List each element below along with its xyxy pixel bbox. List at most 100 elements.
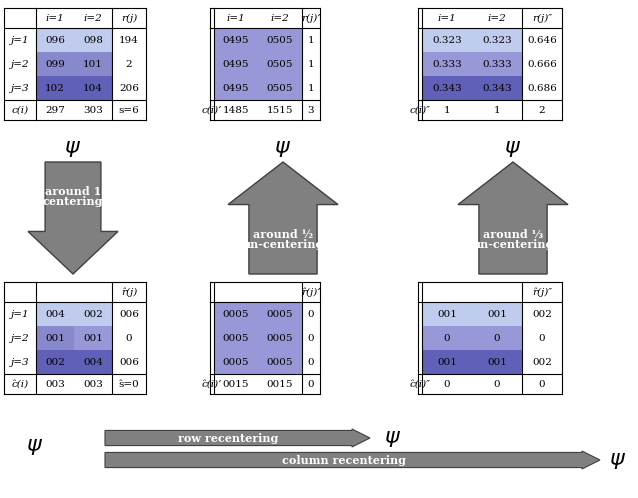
Bar — [74, 350, 112, 374]
Polygon shape — [28, 162, 118, 274]
Bar — [36, 76, 74, 100]
Text: 0: 0 — [494, 379, 500, 388]
Text: 001: 001 — [487, 309, 507, 319]
Bar — [258, 302, 302, 326]
Text: j=1: j=1 — [11, 309, 29, 319]
Bar — [36, 28, 74, 52]
Text: 1: 1 — [494, 106, 500, 115]
Text: 0: 0 — [308, 358, 315, 367]
Bar — [36, 302, 74, 326]
Text: 0: 0 — [538, 334, 545, 343]
Text: 1: 1 — [308, 35, 315, 44]
Bar — [36, 326, 74, 350]
Bar — [422, 350, 472, 374]
Polygon shape — [458, 162, 568, 274]
Bar — [422, 326, 472, 350]
Text: $\psi$: $\psi$ — [274, 137, 292, 159]
Text: 104: 104 — [83, 84, 103, 93]
Text: 0.323: 0.323 — [432, 35, 462, 44]
Text: c(i)″: c(i)″ — [410, 106, 431, 115]
Bar — [214, 350, 258, 374]
Text: un-centering: un-centering — [472, 239, 554, 250]
Text: $\psi$: $\psi$ — [385, 427, 401, 449]
Text: j=2: j=2 — [11, 334, 29, 343]
Text: r̂(j)’: r̂(j)’ — [301, 287, 321, 297]
Text: 0: 0 — [126, 334, 132, 343]
Text: 1: 1 — [308, 59, 315, 69]
Bar — [36, 350, 74, 374]
Bar — [472, 76, 522, 100]
Text: 0005: 0005 — [267, 334, 293, 343]
Text: 1485: 1485 — [223, 106, 249, 115]
Text: 0: 0 — [308, 379, 315, 388]
Bar — [258, 326, 302, 350]
Text: j=3: j=3 — [11, 358, 29, 367]
Polygon shape — [105, 429, 370, 447]
Text: 102: 102 — [45, 84, 65, 93]
Text: i=2: i=2 — [271, 13, 290, 22]
Text: 0.343: 0.343 — [482, 84, 512, 93]
Text: 1: 1 — [308, 84, 315, 93]
Text: 096: 096 — [45, 35, 65, 44]
Text: 002: 002 — [45, 358, 65, 367]
Bar — [472, 28, 522, 52]
Text: 0005: 0005 — [267, 309, 293, 319]
Text: 0495: 0495 — [223, 84, 249, 93]
Text: 101: 101 — [83, 59, 103, 69]
Bar — [74, 52, 112, 76]
Text: s=6: s=6 — [119, 106, 139, 115]
Text: r(j): r(j) — [121, 13, 137, 22]
Text: c(i)’: c(i)’ — [202, 106, 222, 115]
Bar — [422, 28, 472, 52]
Text: 0505: 0505 — [267, 35, 293, 44]
Text: 0505: 0505 — [267, 59, 293, 69]
Text: around ⅓: around ⅓ — [483, 229, 543, 240]
Text: $\psi$: $\psi$ — [27, 435, 43, 457]
Text: 0.343: 0.343 — [432, 84, 462, 93]
Text: 002: 002 — [532, 358, 552, 367]
Text: 006: 006 — [119, 309, 139, 319]
Text: around ½: around ½ — [253, 229, 313, 240]
Text: 0495: 0495 — [223, 35, 249, 44]
Text: r(j)″: r(j)″ — [532, 13, 552, 22]
Text: 0015: 0015 — [267, 379, 293, 388]
Text: 0005: 0005 — [223, 358, 249, 367]
Bar — [422, 52, 472, 76]
Text: 004: 004 — [83, 358, 103, 367]
Text: centering: centering — [43, 196, 103, 207]
Bar — [74, 76, 112, 100]
Polygon shape — [228, 162, 338, 274]
Bar — [472, 326, 522, 350]
Text: 0: 0 — [494, 334, 500, 343]
Bar — [422, 76, 472, 100]
Text: column recentering: column recentering — [281, 455, 406, 466]
Text: ĉ(i)″: ĉ(i)″ — [410, 379, 431, 388]
Text: ĉ(i)’: ĉ(i)’ — [202, 379, 222, 388]
Bar — [472, 302, 522, 326]
Text: un-centering: un-centering — [242, 239, 323, 250]
Text: 1: 1 — [443, 106, 450, 115]
Polygon shape — [105, 451, 600, 469]
Text: 0.333: 0.333 — [482, 59, 512, 69]
Text: 098: 098 — [83, 35, 103, 44]
Text: 194: 194 — [119, 35, 139, 44]
Text: 0.686: 0.686 — [527, 84, 557, 93]
Text: 0005: 0005 — [267, 358, 293, 367]
Text: 297: 297 — [45, 106, 65, 115]
Text: 003: 003 — [45, 379, 65, 388]
Bar — [258, 52, 302, 76]
Bar — [36, 52, 74, 76]
Bar — [214, 76, 258, 100]
Text: 001: 001 — [45, 334, 65, 343]
Text: ŝ=0: ŝ=0 — [119, 379, 139, 388]
Text: i=2: i=2 — [487, 13, 507, 22]
Bar — [472, 52, 522, 76]
Bar — [422, 302, 472, 326]
Text: 001: 001 — [487, 358, 507, 367]
Text: i=1: i=1 — [46, 13, 64, 22]
Text: 2: 2 — [126, 59, 132, 69]
Bar — [472, 350, 522, 374]
Text: 0: 0 — [308, 309, 315, 319]
Text: i=1: i=1 — [226, 13, 246, 22]
Text: 0505: 0505 — [267, 84, 293, 93]
